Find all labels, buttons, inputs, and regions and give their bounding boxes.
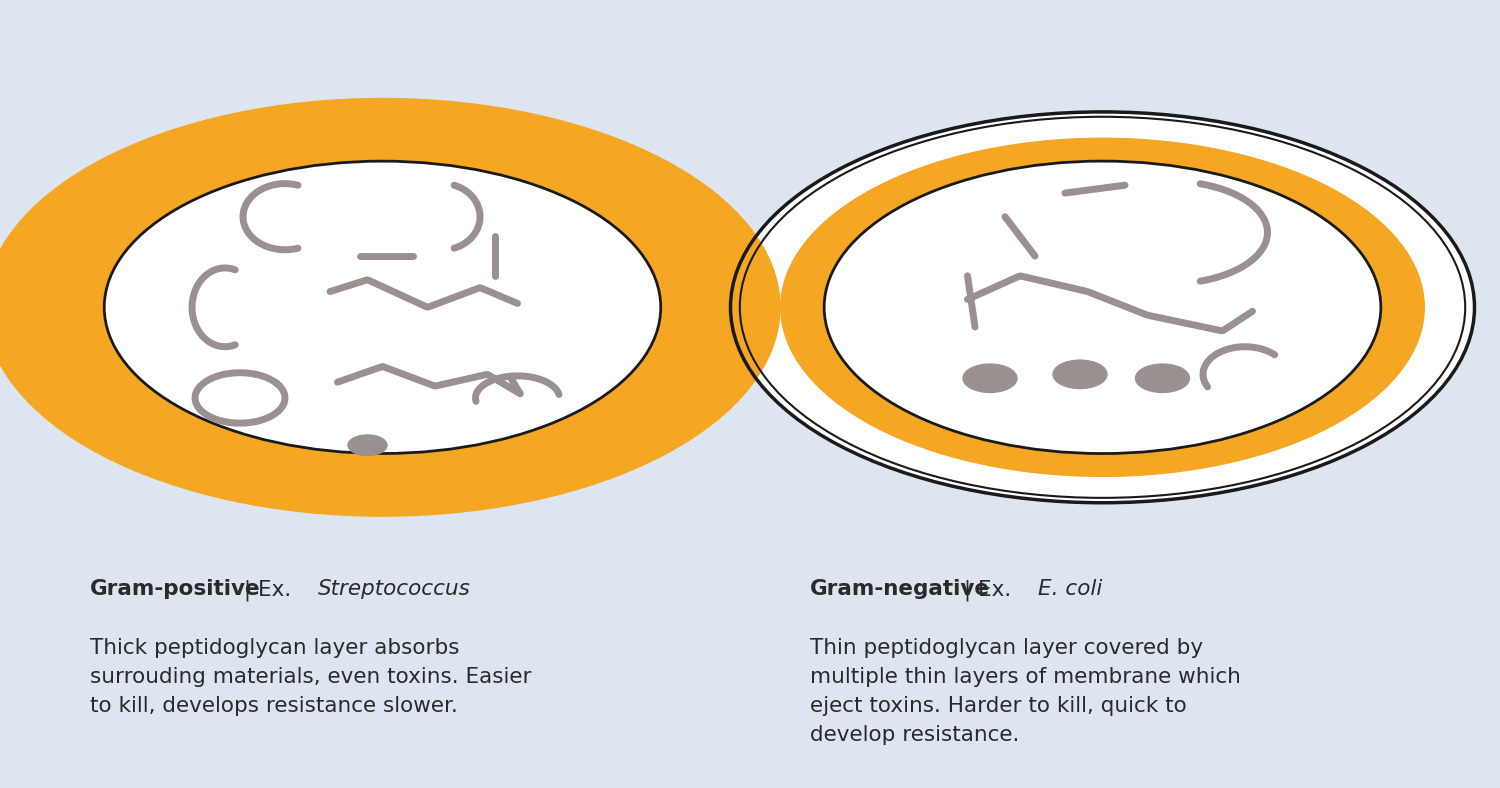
- Text: Thin peptidoglycan layer covered by
multiple thin layers of membrane which
eject: Thin peptidoglycan layer covered by mult…: [810, 638, 1240, 745]
- Text: | Ex.: | Ex.: [957, 579, 1018, 600]
- Circle shape: [824, 161, 1382, 454]
- Circle shape: [1053, 360, 1107, 388]
- Text: Thick peptidoglycan layer absorbs
surrouding materials, even toxins. Easier
to k: Thick peptidoglycan layer absorbs surrou…: [90, 638, 531, 716]
- Circle shape: [348, 435, 387, 455]
- Circle shape: [730, 112, 1474, 503]
- Circle shape: [963, 364, 1017, 392]
- Circle shape: [780, 138, 1425, 477]
- Text: Streptococcus: Streptococcus: [318, 579, 471, 599]
- Circle shape: [104, 162, 660, 454]
- Circle shape: [0, 98, 780, 516]
- Circle shape: [1136, 364, 1190, 392]
- Text: Gram-negative: Gram-negative: [810, 579, 990, 599]
- Text: Gram-positive: Gram-positive: [90, 579, 261, 599]
- Text: E. coli: E. coli: [1038, 579, 1102, 599]
- Text: | Ex.: | Ex.: [237, 579, 298, 600]
